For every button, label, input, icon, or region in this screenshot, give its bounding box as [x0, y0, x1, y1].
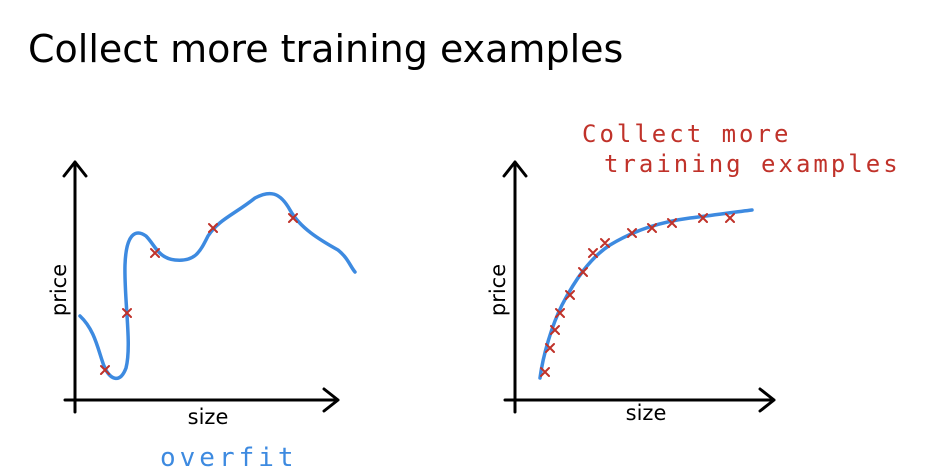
caption: overfit: [160, 443, 298, 473]
data-points: [100, 213, 298, 375]
y-label: price: [486, 264, 510, 316]
x-axis: [63, 387, 340, 413]
annotation-line: training examples: [604, 150, 901, 178]
overfit-curve: [78, 191, 357, 380]
annotation-line: Collect more: [582, 120, 791, 148]
x-label: size: [626, 401, 667, 425]
y-axis: [62, 160, 88, 414]
y-label: price: [47, 264, 71, 316]
slide-title: Collect more training examples: [28, 27, 623, 71]
y-axis: [502, 160, 528, 414]
x-label: size: [188, 405, 229, 429]
left-plot: price size overfit: [47, 160, 357, 473]
right-plot: price size Collect more training example…: [486, 120, 901, 425]
x-axis: [503, 387, 776, 413]
data-points: [540, 213, 735, 377]
